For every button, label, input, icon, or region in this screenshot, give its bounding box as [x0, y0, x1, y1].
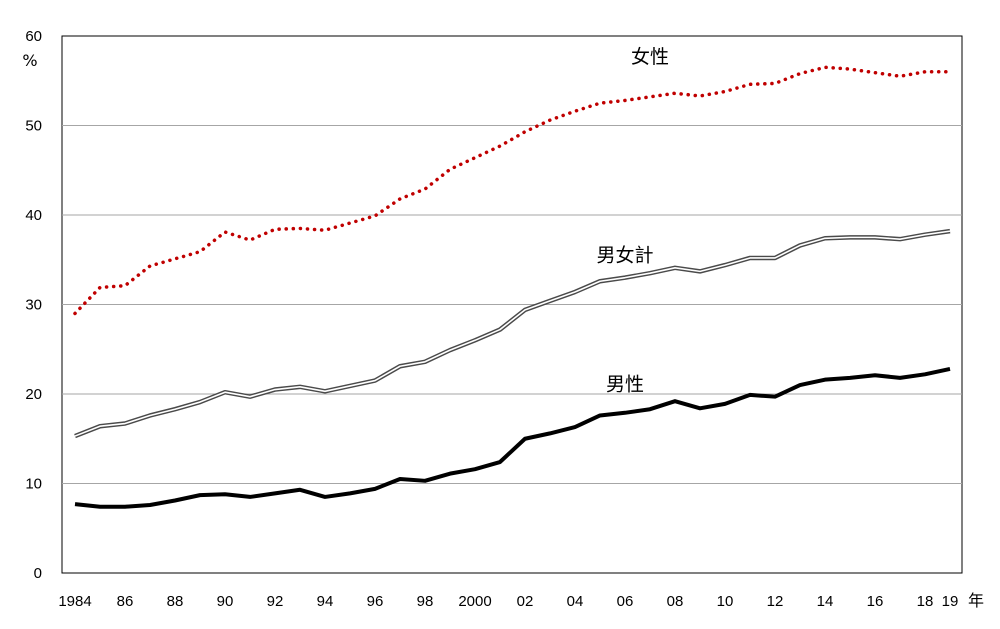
y-tick-label: 10 [25, 476, 42, 493]
gridlines [62, 125, 962, 484]
series-2 [74, 366, 951, 509]
y-axis-ticks: 0 10 20 30 40 50 60 [25, 28, 42, 582]
y-tick-label: 0 [34, 565, 42, 582]
x-tick-label: 94 [317, 593, 334, 610]
x-tick-label: 2000 [458, 593, 491, 610]
series-label: 男女計 [596, 245, 653, 267]
x-tick-label: 06 [617, 593, 634, 610]
y-tick-label: 30 [25, 297, 42, 314]
series-1 [74, 228, 951, 439]
x-tick-label: 18 [917, 593, 934, 610]
series-label: 女性 [631, 46, 669, 68]
x-axis-unit-label: 年 [968, 591, 984, 610]
x-tick-label: 10 [717, 593, 734, 610]
series-line [74, 366, 951, 509]
x-tick-label: 92 [267, 593, 284, 610]
x-tick-label: 19 [942, 593, 959, 610]
series-line-inner [74, 230, 951, 437]
series-0 [73, 65, 952, 316]
x-tick-label: 1984 [58, 593, 91, 610]
x-tick-label: 90 [217, 593, 234, 610]
x-tick-label: 88 [167, 593, 184, 610]
x-tick-label: 16 [867, 593, 884, 610]
series-label: 男性 [606, 373, 644, 395]
x-tick-label: 98 [417, 593, 434, 610]
x-tick-label: 86 [117, 593, 134, 610]
y-tick-label: 60 [25, 28, 42, 45]
y-tick-label: 20 [25, 386, 42, 403]
x-tick-label: 96 [367, 593, 384, 610]
x-axis-ticks: 1984 86 88 90 92 94 96 98 2000 02 04 06 08 10 12 14 16 18… [58, 593, 958, 610]
x-tick-label: 12 [767, 593, 784, 610]
x-tick-label: 08 [667, 593, 684, 610]
y-tick-label: 40 [25, 207, 42, 224]
series-lines [73, 65, 952, 509]
x-tick-label: 14 [817, 593, 834, 610]
x-tick-label: 02 [517, 593, 534, 610]
y-tick-label: 50 [25, 118, 42, 135]
y-axis-unit-label: % [22, 51, 37, 70]
x-tick-label: 04 [567, 593, 584, 610]
series-line [73, 65, 952, 316]
